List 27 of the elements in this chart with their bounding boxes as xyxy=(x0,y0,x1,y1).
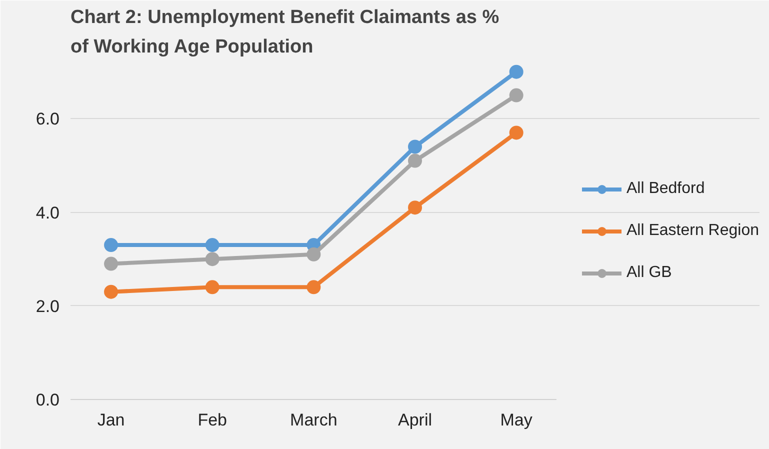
point xyxy=(408,200,422,215)
y-tick-label: 2.0 xyxy=(36,296,60,316)
legend-label: All Bedford xyxy=(626,180,705,198)
x-tick-label: Feb xyxy=(198,410,228,430)
point xyxy=(306,247,321,262)
point xyxy=(408,140,422,154)
point xyxy=(205,252,220,266)
legend-label: All Eastern Region xyxy=(626,222,759,240)
point xyxy=(104,256,118,271)
point xyxy=(509,88,524,102)
y-tick-label: 6.0 xyxy=(36,110,60,129)
y-tick-label: 4.0 xyxy=(36,203,60,222)
point xyxy=(205,280,220,294)
x-tick-label: April xyxy=(398,410,432,430)
point xyxy=(509,64,524,79)
x-tick-label: May xyxy=(500,410,533,430)
point xyxy=(509,126,524,140)
x-tick-label: Jan xyxy=(97,410,125,430)
legend-label: All GB xyxy=(626,264,672,282)
point xyxy=(104,284,118,299)
point xyxy=(408,154,422,168)
point xyxy=(205,238,220,252)
point xyxy=(104,238,118,252)
x-tick-label: March xyxy=(290,410,338,430)
y-tick-label: 0.0 xyxy=(36,390,60,410)
point xyxy=(306,280,321,294)
chart-title: Chart 2: Unemployment Benefit Claimants as % of Working Age Population xyxy=(70,7,500,58)
